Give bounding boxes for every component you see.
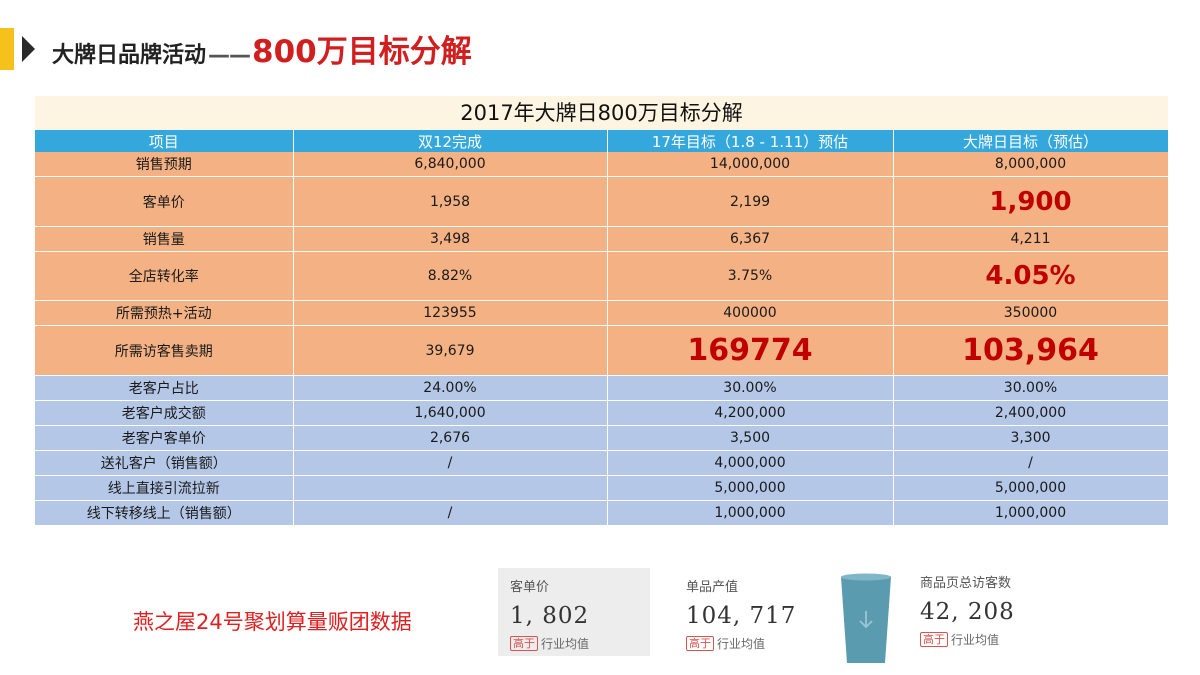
- highlight-value: 1,900: [989, 186, 1072, 217]
- cell: 3,300: [893, 425, 1169, 451]
- row-label: 销售量: [35, 226, 294, 252]
- down-arrow-icon: [859, 611, 873, 629]
- cell: 5,000,000: [893, 475, 1169, 501]
- cell: 14,000,000: [607, 152, 894, 177]
- table-row: 所需访客售卖期 39,679 169774 103,964: [35, 325, 1169, 376]
- table-row: 所需预热+活动 123955 400000 350000: [35, 300, 1169, 326]
- table-header-row: 项目 双12完成 17年目标（1.8 - 1.11）预估 大牌日目标（预估）: [35, 130, 1169, 152]
- title-dash: ——: [208, 43, 251, 68]
- cell: /: [893, 450, 1169, 476]
- stat-value: 1, 802: [510, 603, 590, 629]
- table-row: 线上直接引流拉新 5,000,000 5,000,000: [35, 475, 1169, 501]
- row-label: 老客户客单价: [35, 425, 294, 451]
- stat-card-avg-price: 客单价 1, 802 高于 行业均值: [498, 568, 650, 656]
- row-label: 所需访客售卖期: [35, 325, 294, 376]
- cup-icon: [841, 573, 891, 663]
- table-row: 线下转移线上（销售额） / 1,000,000 1,000,000: [35, 500, 1169, 526]
- cell: 30.00%: [893, 375, 1169, 401]
- table-title: 2017年大牌日800万目标分解: [35, 96, 1168, 130]
- target-table: 2017年大牌日800万目标分解 项目 双12完成 17年目标（1.8 - 1.…: [35, 96, 1169, 526]
- header-2017-target: 17年目标（1.8 - 1.11）预估: [607, 130, 894, 152]
- tag-text: 行业均值: [717, 637, 766, 651]
- cell: 39,679: [293, 325, 608, 376]
- cell: 1,000,000: [607, 500, 894, 526]
- cell: 2,199: [607, 176, 894, 227]
- cell: 4,200,000: [607, 400, 894, 426]
- cell: 6,840,000: [293, 152, 608, 177]
- table-row: 老客户成交额 1,640,000 4,200,000 2,400,000: [35, 400, 1169, 426]
- table-row: 全店转化率 8.82% 3.75% 4.05%: [35, 251, 1169, 301]
- table-row: 客单价 1,958 2,199 1,900: [35, 176, 1169, 227]
- bottom-caption: 燕之屋24号聚划算量贩团数据: [133, 610, 412, 634]
- header-double12: 双12完成: [293, 130, 608, 152]
- higher-tag: 高于: [920, 632, 948, 647]
- table-row: 老客户占比 24.00% 30.00% 30.00%: [35, 375, 1169, 401]
- cell: [293, 475, 608, 501]
- cell: 1,958: [293, 176, 608, 227]
- cell: /: [293, 450, 608, 476]
- cell: 8.82%: [293, 251, 608, 301]
- tag-text: 行业均值: [951, 633, 1000, 647]
- cell: 2,400,000: [893, 400, 1169, 426]
- tag-text: 行业均值: [541, 637, 590, 651]
- cell-highlight: 103,964: [893, 325, 1169, 376]
- cell-highlight: 4.05%: [893, 251, 1169, 301]
- stat-card-product-value: 单品产值 104, 717 高于 行业均值: [686, 576, 796, 652]
- cell: 123955: [293, 300, 608, 326]
- cell: 6,367: [607, 226, 894, 252]
- row-label: 老客户成交额: [35, 400, 294, 426]
- cell: 1,640,000: [293, 400, 608, 426]
- accent-bar: [0, 28, 14, 70]
- higher-tag: 高于: [510, 636, 538, 651]
- stat-label: 商品页总访客数: [920, 576, 1012, 591]
- cell: 8,000,000: [893, 152, 1169, 177]
- cell: 2,676: [293, 425, 608, 451]
- row-label: 线上直接引流拉新: [35, 475, 294, 501]
- cell-highlight: 169774: [607, 325, 894, 376]
- row-label: 全店转化率: [35, 251, 294, 301]
- cell: 30.00%: [607, 375, 894, 401]
- stat-label: 单品产值: [686, 580, 739, 595]
- stat-label: 客单价: [510, 580, 550, 595]
- cell: 3,500: [607, 425, 894, 451]
- highlight-value: 4.05%: [985, 261, 1076, 291]
- cell: 3.75%: [607, 251, 894, 301]
- cell: 24.00%: [293, 375, 608, 401]
- cell: 1,000,000: [893, 500, 1169, 526]
- title-main: 大牌日品牌活动: [52, 43, 207, 68]
- stat-value: 104, 717: [686, 603, 797, 629]
- header-item: 项目: [35, 130, 294, 152]
- stat-card-page-visitors: 商品页总访客数 42, 208 高于 行业均值: [920, 572, 1015, 648]
- cell: 4,211: [893, 226, 1169, 252]
- stat-value: 42, 208: [920, 599, 1015, 625]
- highlight-value: 169774: [687, 333, 813, 368]
- page-title: 大牌日品牌活动 —— 800万目标分解: [52, 26, 472, 70]
- row-label: 销售预期: [35, 152, 294, 177]
- higher-tag: 高于: [686, 636, 714, 651]
- cell: 350000: [893, 300, 1169, 326]
- cell: 400000: [607, 300, 894, 326]
- highlight-value: 103,964: [962, 333, 1099, 368]
- table-row: 老客户客单价 2,676 3,500 3,300: [35, 425, 1169, 451]
- row-label: 客单价: [35, 176, 294, 227]
- data-table: 项目 双12完成 17年目标（1.8 - 1.11）预估 大牌日目标（预估） 销…: [35, 130, 1169, 526]
- table-row: 送礼客户（销售额） / 4,000,000 /: [35, 450, 1169, 476]
- header-brand-day-target: 大牌日目标（预估）: [893, 130, 1169, 152]
- chevron-right-icon: [22, 36, 35, 62]
- cell: 3,498: [293, 226, 608, 252]
- cell-highlight: 1,900: [893, 176, 1169, 227]
- table-row: 销售量 3,498 6,367 4,211: [35, 226, 1169, 252]
- row-label: 线下转移线上（销售额）: [35, 500, 294, 526]
- table-row: 销售预期 6,840,000 14,000,000 8,000,000: [35, 152, 1169, 177]
- row-label: 送礼客户（销售额）: [35, 450, 294, 476]
- cell: 5,000,000: [607, 475, 894, 501]
- row-label: 所需预热+活动: [35, 300, 294, 326]
- title-highlight: 800万目标分解: [252, 34, 472, 70]
- cell: 4,000,000: [607, 450, 894, 476]
- cell: /: [293, 500, 608, 526]
- row-label: 老客户占比: [35, 375, 294, 401]
